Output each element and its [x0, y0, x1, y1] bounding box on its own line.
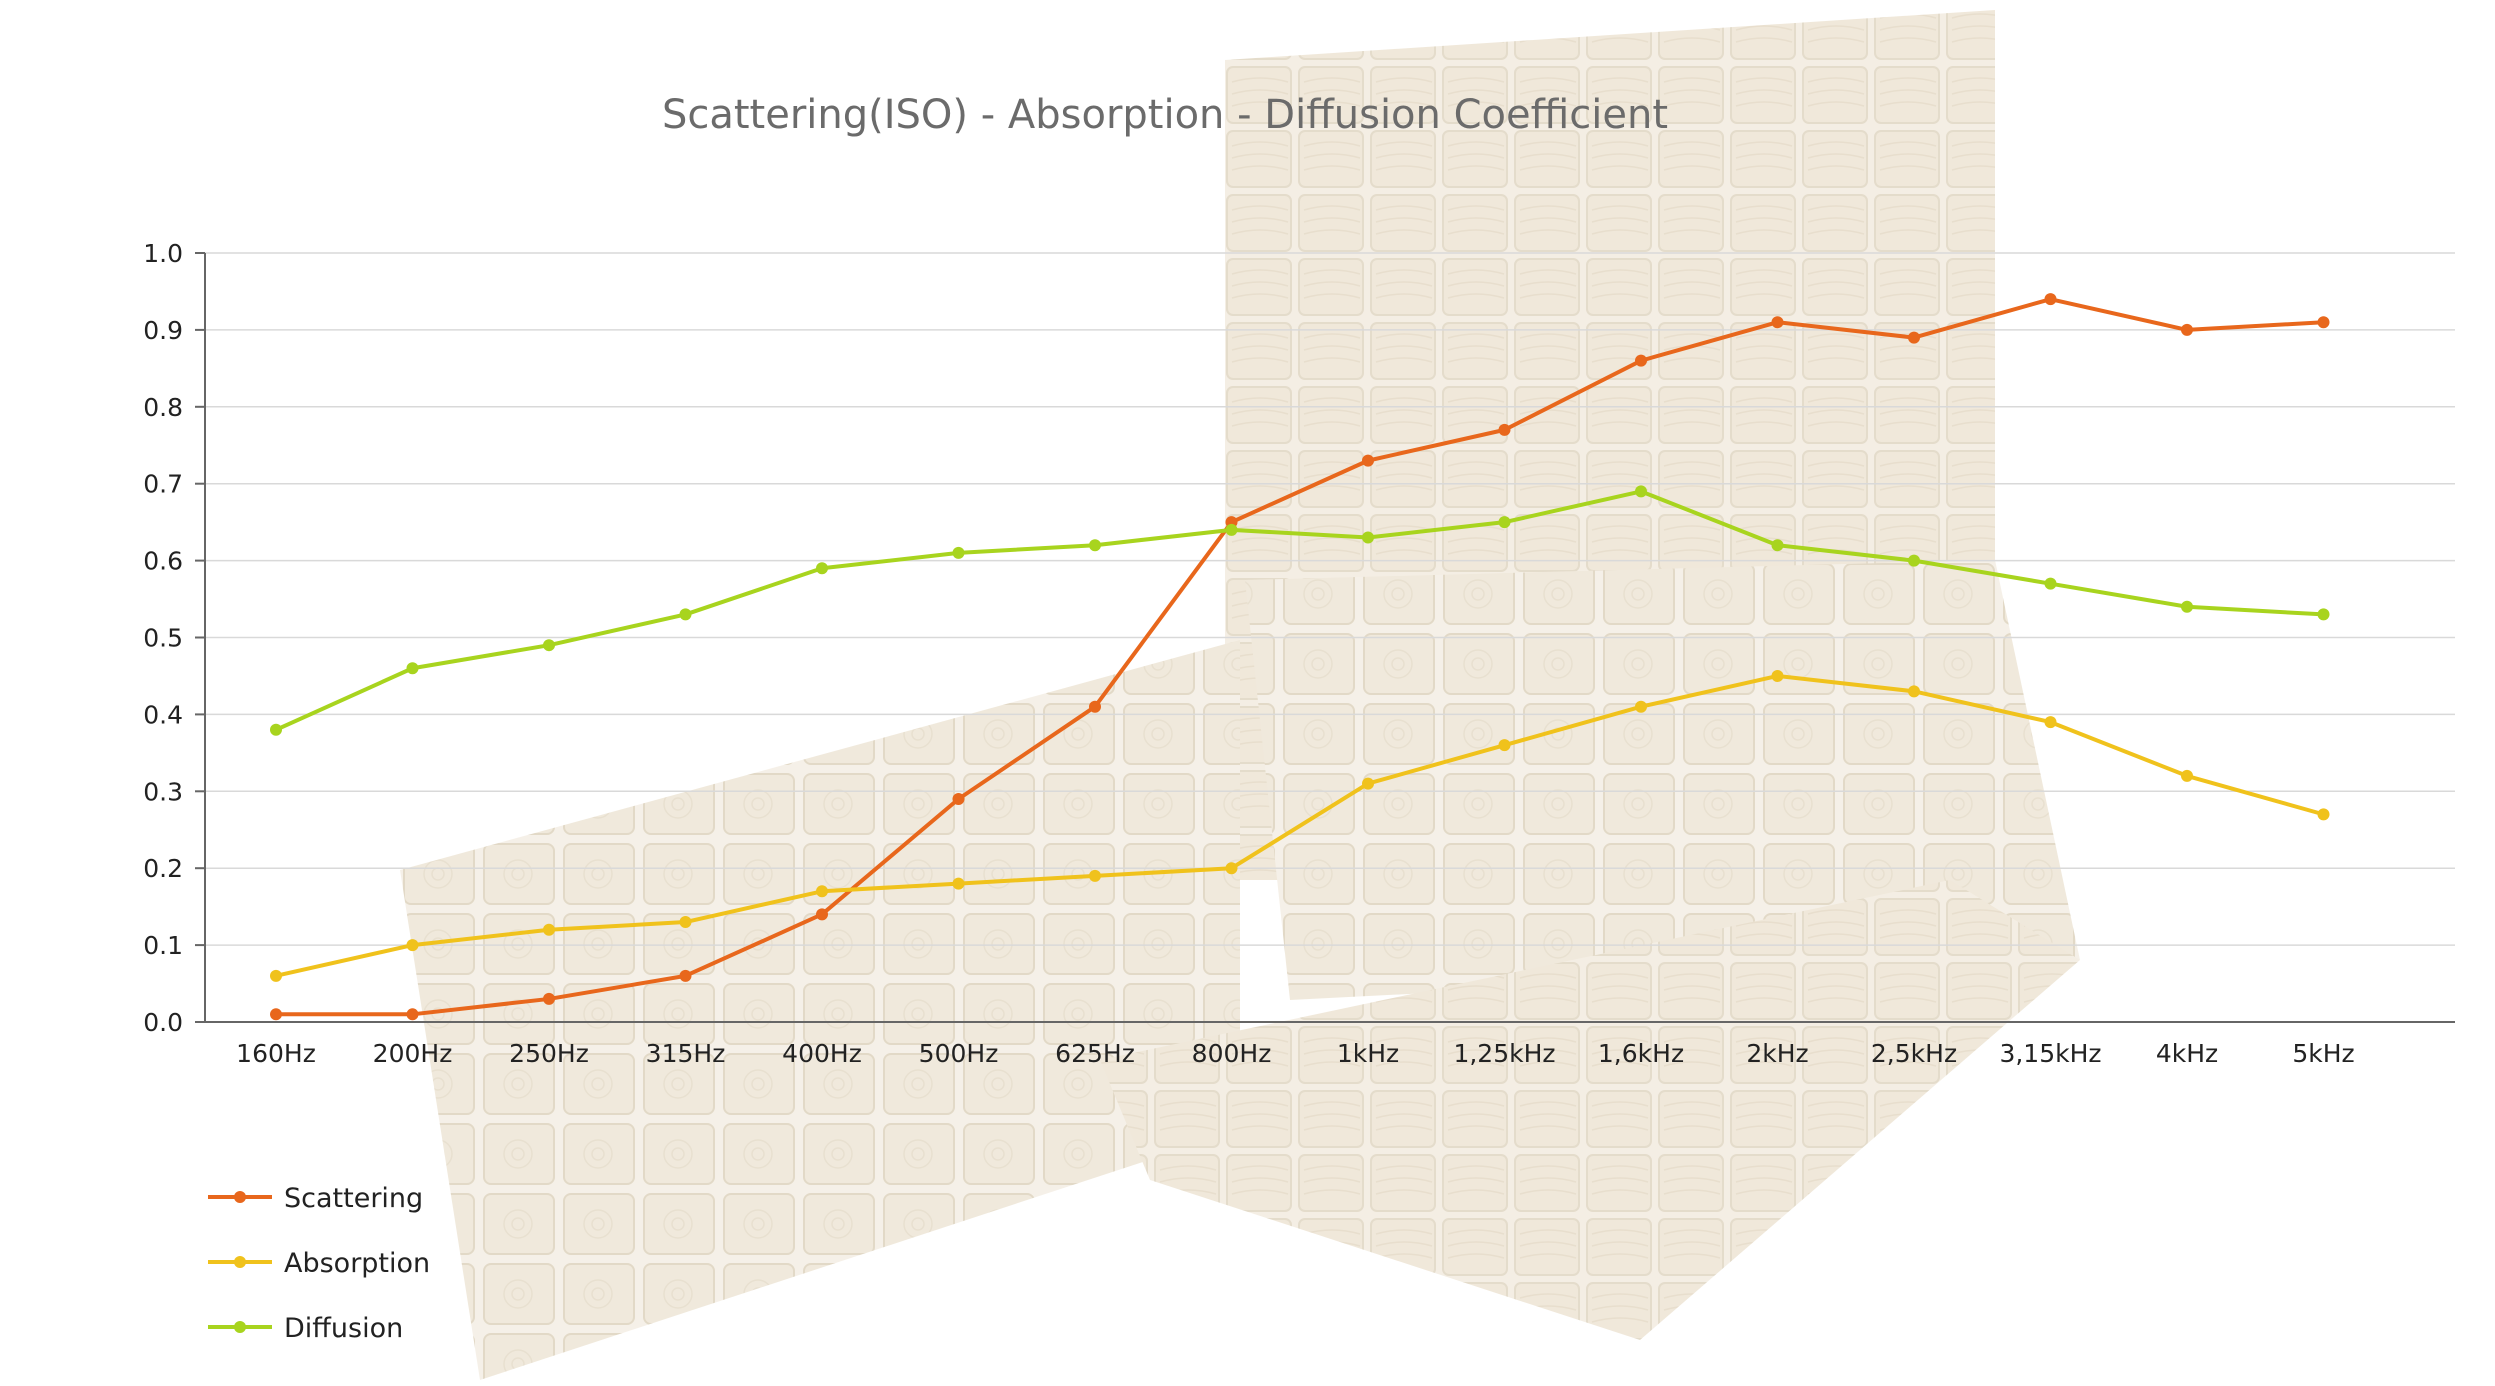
- data-point-absorption[interactable]: [406, 939, 419, 952]
- legend-item-scattering[interactable]: Scattering: [208, 1183, 423, 1214]
- x-tick-label: 625Hz: [1055, 1039, 1135, 1068]
- data-point-scattering[interactable]: [816, 908, 828, 921]
- y-tick-label: 1.0: [143, 239, 183, 268]
- series-diffusion: [270, 485, 2330, 736]
- data-point-scattering[interactable]: [1771, 316, 1784, 329]
- x-tick-label: 200Hz: [373, 1039, 453, 1068]
- data-point-scattering[interactable]: [1089, 700, 1101, 713]
- series-scattering: [270, 293, 2330, 1021]
- x-tick-label: 400Hz: [782, 1039, 862, 1068]
- data-point-absorption[interactable]: [2044, 716, 2057, 729]
- data-point-scattering[interactable]: [543, 992, 555, 1005]
- data-point-scattering[interactable]: [1635, 354, 1647, 367]
- series-line-scattering: [274, 297, 2326, 1017]
- x-tick-label: 500Hz: [919, 1039, 999, 1068]
- y-tick-label: 0.0: [143, 1008, 183, 1037]
- data-point-diffusion[interactable]: [543, 639, 555, 652]
- data-point-absorption[interactable]: [1362, 777, 1374, 790]
- data-point-absorption[interactable]: [270, 969, 282, 982]
- x-tick-label: 800Hz: [1192, 1039, 1272, 1068]
- data-point-diffusion[interactable]: [679, 608, 692, 621]
- data-point-absorption[interactable]: [543, 923, 555, 936]
- x-tick-label: 1,25kHz: [1453, 1039, 1555, 1068]
- legend-item-absorption[interactable]: Absorption: [208, 1248, 430, 1279]
- data-point-absorption[interactable]: [1225, 862, 1238, 875]
- x-tick-label: 250Hz: [509, 1039, 589, 1068]
- x-tick-label: 160Hz: [236, 1039, 316, 1068]
- legend-item-diffusion[interactable]: Diffusion: [208, 1313, 403, 1344]
- y-tick-label: 0.2: [143, 854, 183, 883]
- y-tick-label: 0.7: [143, 470, 183, 499]
- x-tick-label: 4kHz: [2156, 1039, 2218, 1068]
- data-point-scattering[interactable]: [270, 1008, 282, 1021]
- data-point-scattering[interactable]: [1362, 454, 1374, 467]
- chart-title: Scattering(ISO) - Absorption - Diffusion…: [662, 92, 1668, 138]
- legend-swatch-marker: [234, 1256, 246, 1268]
- y-tick-label: 0.9: [143, 316, 183, 345]
- legend-swatch-marker: [234, 1191, 246, 1203]
- y-tick-label: 0.4: [143, 700, 183, 729]
- data-point-absorption[interactable]: [1908, 685, 1920, 698]
- series-line-diffusion: [274, 489, 2326, 732]
- data-point-absorption[interactable]: [2181, 769, 2193, 782]
- data-point-scattering[interactable]: [2181, 323, 2193, 336]
- data-point-diffusion[interactable]: [952, 546, 965, 559]
- data-point-absorption[interactable]: [1771, 669, 1784, 682]
- data-point-absorption[interactable]: [1635, 700, 1647, 713]
- data-point-absorption[interactable]: [816, 885, 828, 898]
- series-absorption: [270, 669, 2330, 982]
- x-tick-label: 315Hz: [646, 1039, 726, 1068]
- data-point-diffusion[interactable]: [816, 562, 828, 575]
- data-point-diffusion[interactable]: [1089, 539, 1101, 552]
- data-point-scattering[interactable]: [2317, 316, 2330, 329]
- data-point-diffusion[interactable]: [2044, 577, 2057, 590]
- y-tick-label: 0.1: [143, 931, 183, 960]
- data-point-scattering[interactable]: [1498, 423, 1511, 436]
- data-point-diffusion[interactable]: [2317, 608, 2330, 621]
- data-point-diffusion[interactable]: [270, 723, 282, 736]
- y-tick-label: 0.3: [143, 777, 183, 806]
- y-tick-label: 0.5: [143, 624, 183, 653]
- x-tick-label: 1kHz: [1337, 1039, 1399, 1068]
- data-point-absorption[interactable]: [1498, 739, 1511, 752]
- y-tick-label: 0.6: [143, 547, 183, 576]
- series-line-absorption: [274, 673, 2326, 978]
- y-tick-label: 0.8: [143, 393, 183, 422]
- x-tick-label: 2kHz: [1746, 1039, 1808, 1068]
- data-point-absorption[interactable]: [1089, 869, 1101, 882]
- data-point-diffusion[interactable]: [406, 662, 419, 675]
- data-point-scattering[interactable]: [952, 792, 965, 805]
- legend-label: Absorption: [284, 1248, 430, 1279]
- data-point-diffusion[interactable]: [1908, 554, 1920, 567]
- data-point-diffusion[interactable]: [1225, 523, 1238, 536]
- data-point-absorption[interactable]: [2317, 808, 2330, 821]
- data-point-diffusion[interactable]: [2181, 600, 2193, 613]
- data-point-scattering[interactable]: [2044, 293, 2057, 306]
- data-point-scattering[interactable]: [1908, 331, 1920, 344]
- x-tick-label: 5kHz: [2292, 1039, 2354, 1068]
- data-point-diffusion[interactable]: [1498, 516, 1511, 529]
- data-point-diffusion[interactable]: [1362, 531, 1374, 544]
- legend-label: Scattering: [284, 1183, 423, 1214]
- legend-swatch-marker: [234, 1321, 246, 1333]
- x-tick-label: 2,5kHz: [1871, 1039, 1957, 1068]
- x-tick-label: 1,6kHz: [1598, 1039, 1684, 1068]
- data-point-absorption[interactable]: [679, 916, 692, 929]
- legend-label: Diffusion: [284, 1313, 403, 1344]
- data-point-diffusion[interactable]: [1635, 485, 1647, 498]
- data-point-absorption[interactable]: [952, 877, 965, 890]
- data-point-scattering[interactable]: [679, 969, 692, 982]
- data-point-diffusion[interactable]: [1771, 539, 1784, 552]
- data-point-scattering[interactable]: [406, 1008, 419, 1021]
- x-tick-label: 3,15kHz: [1999, 1039, 2101, 1068]
